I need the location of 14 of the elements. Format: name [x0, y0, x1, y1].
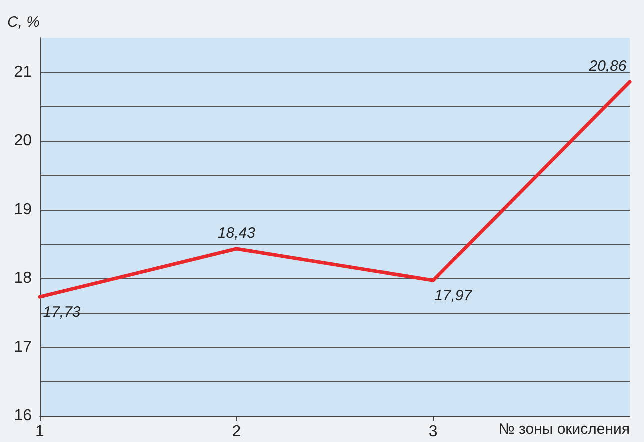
x-tick-label: 3	[428, 424, 438, 440]
x-tick-label: 2	[232, 424, 242, 440]
y-tick-label: 17	[14, 338, 32, 356]
y-tick-label: 18	[14, 270, 32, 288]
x-tick-label: 1	[36, 424, 45, 440]
y-tick-label: 20	[14, 132, 32, 150]
data-label: 17,97	[434, 288, 473, 305]
data-label: 18,43	[218, 224, 256, 242]
x-axis-title: № зоны окисления	[498, 421, 630, 438]
data-label: 20,86	[588, 58, 628, 75]
y-tick-label: 19	[14, 201, 32, 218]
y-tick-label: 16	[14, 408, 32, 424]
y-axis-title: C, %	[7, 14, 40, 31]
y-tick-label: 21	[14, 64, 32, 81]
